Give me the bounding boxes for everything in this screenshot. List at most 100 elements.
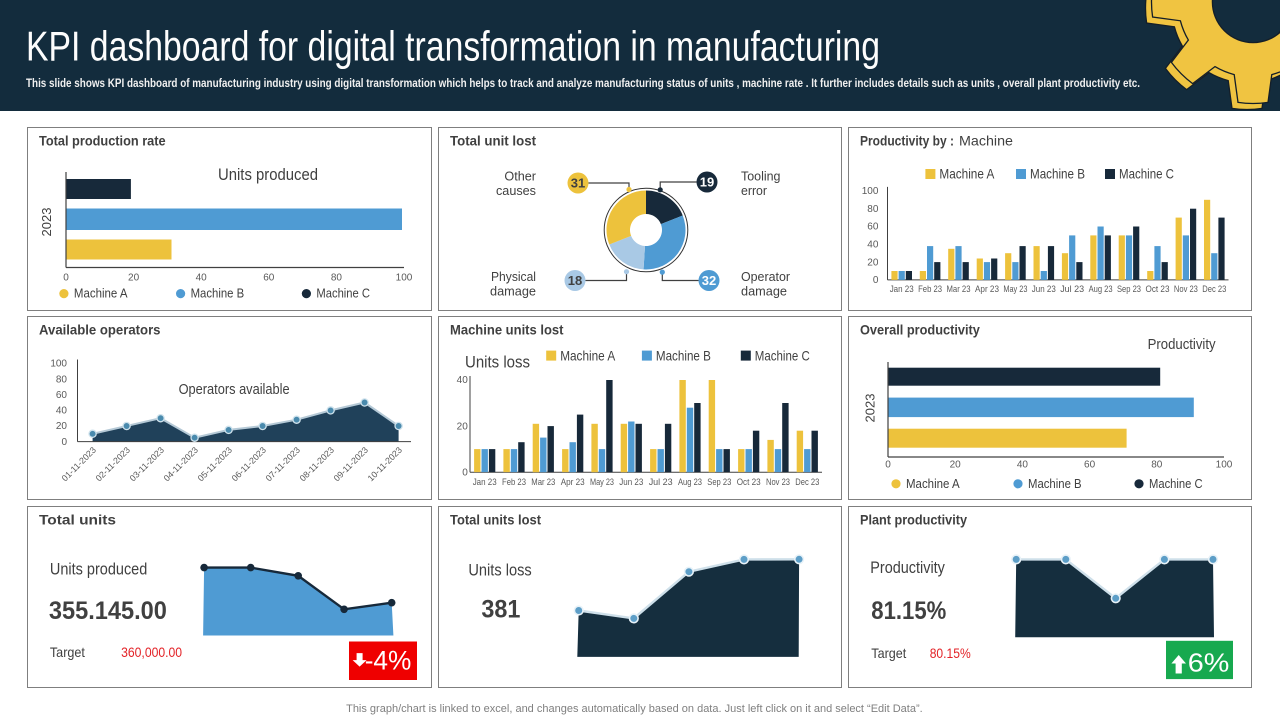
svg-text:Operator: Operator <box>741 269 791 284</box>
svg-text:31: 31 <box>571 176 585 191</box>
svg-text:Operators available: Operators available <box>179 381 290 398</box>
svg-text:360,000.00: 360,000.00 <box>121 644 182 660</box>
svg-text:Apr 23: Apr 23 <box>561 477 585 487</box>
svg-text:damage: damage <box>490 283 536 298</box>
svg-text:60: 60 <box>56 390 68 401</box>
svg-text:100: 100 <box>50 359 67 370</box>
svg-text:Total unit lost: Total unit lost <box>450 133 536 149</box>
svg-text:355.145.00: 355.145.00 <box>49 597 167 625</box>
svg-text:381: 381 <box>481 596 520 624</box>
svg-text:Machine A: Machine A <box>939 166 995 182</box>
svg-text:19: 19 <box>700 175 714 190</box>
svg-text:Machine C: Machine C <box>1149 476 1203 491</box>
svg-text:Apr 23: Apr 23 <box>975 284 999 294</box>
svg-text:Nov 23: Nov 23 <box>1174 284 1198 294</box>
svg-text:60: 60 <box>263 273 275 284</box>
svg-text:2023: 2023 <box>39 208 54 237</box>
svg-text:Target: Target <box>871 645 906 661</box>
svg-text:100: 100 <box>396 273 413 284</box>
svg-text:May 23: May 23 <box>1003 284 1027 294</box>
svg-text:80.15%: 80.15% <box>930 645 971 661</box>
svg-text:20: 20 <box>457 421 469 432</box>
svg-text:Machine C: Machine C <box>316 286 370 301</box>
svg-text:60: 60 <box>867 222 879 233</box>
svg-text:20: 20 <box>56 421 68 432</box>
svg-text:Total production rate: Total production rate <box>39 133 166 149</box>
svg-text:2023: 2023 <box>862 394 877 423</box>
svg-text:This graph/chart is linked to: This graph/chart is linked to excel, and… <box>346 703 923 715</box>
svg-text:Productivity by :: Productivity by : <box>860 133 954 149</box>
svg-text:Units loss: Units loss <box>468 562 531 580</box>
svg-text:Machine A: Machine A <box>74 286 128 301</box>
svg-text:40: 40 <box>457 375 469 386</box>
svg-text:Available operators: Available operators <box>39 322 161 338</box>
svg-text:Aug 23: Aug 23 <box>1089 284 1113 294</box>
svg-text:0: 0 <box>63 273 69 284</box>
svg-text:Jan 23: Jan 23 <box>890 284 914 294</box>
svg-text:causes: causes <box>496 183 536 198</box>
svg-text:40: 40 <box>196 273 208 284</box>
svg-text:20: 20 <box>128 273 140 284</box>
svg-text:Machine A: Machine A <box>560 347 616 363</box>
svg-text:Jun 23: Jun 23 <box>1032 284 1056 294</box>
svg-text:Machine C: Machine C <box>1119 166 1174 182</box>
svg-text:Dec 23: Dec 23 <box>795 477 819 487</box>
svg-text:Units produced: Units produced <box>218 166 318 184</box>
svg-text:Machine B: Machine B <box>656 347 711 363</box>
svg-text:20: 20 <box>867 257 879 268</box>
svg-text:40: 40 <box>56 406 68 417</box>
svg-text:Target: Target <box>50 644 85 660</box>
svg-text:40: 40 <box>867 240 879 251</box>
svg-text:May 23: May 23 <box>590 477 614 487</box>
svg-text:Jun 23: Jun 23 <box>619 477 643 487</box>
svg-text:80: 80 <box>56 374 68 385</box>
svg-text:0: 0 <box>61 437 67 448</box>
svg-text:Machine C: Machine C <box>755 347 810 363</box>
svg-text:Aug 23: Aug 23 <box>678 477 702 487</box>
svg-text:6%: 6% <box>1188 648 1230 678</box>
svg-text:Productivity: Productivity <box>1148 337 1217 353</box>
svg-text:Nov 23: Nov 23 <box>766 477 790 487</box>
svg-text:Dec 23: Dec 23 <box>1202 284 1226 294</box>
svg-text:Total units lost: Total units lost <box>450 512 541 528</box>
svg-text:Oct 23: Oct 23 <box>737 477 761 487</box>
svg-text:Machine units lost: Machine units lost <box>450 322 564 338</box>
svg-text:Machine: Machine <box>959 133 1013 149</box>
svg-text:Machine B: Machine B <box>1028 476 1082 491</box>
svg-text:Overall productivity: Overall productivity <box>860 322 980 338</box>
svg-text:18: 18 <box>568 273 582 288</box>
svg-text:Feb 23: Feb 23 <box>918 284 942 294</box>
svg-text:80: 80 <box>331 273 343 284</box>
svg-text:damage: damage <box>741 283 787 298</box>
svg-text:Jul 23: Jul 23 <box>1060 284 1084 294</box>
svg-text:KPI dashboard for digital tran: KPI dashboard for digital transformation… <box>26 23 880 70</box>
svg-text:0: 0 <box>873 275 879 286</box>
svg-text:Feb 23: Feb 23 <box>502 477 526 487</box>
svg-text:Jul 23: Jul 23 <box>649 477 673 487</box>
svg-text:60: 60 <box>1084 460 1096 471</box>
svg-text:Oct 23: Oct 23 <box>1146 284 1170 294</box>
svg-text:80: 80 <box>1151 460 1163 471</box>
svg-text:80: 80 <box>867 204 879 215</box>
svg-text:Other: Other <box>504 168 536 183</box>
svg-text:Productivity: Productivity <box>870 559 945 577</box>
svg-text:Jan 23: Jan 23 <box>473 477 497 487</box>
svg-text:Units produced: Units produced <box>50 561 147 579</box>
svg-text:100: 100 <box>1216 460 1233 471</box>
svg-text:Machine B: Machine B <box>1030 166 1085 182</box>
svg-text:100: 100 <box>862 186 879 197</box>
svg-text:Tooling: Tooling <box>741 168 781 183</box>
svg-text:Units loss: Units loss <box>465 354 530 372</box>
svg-text:81.15%: 81.15% <box>871 597 946 625</box>
svg-text:Physical: Physical <box>491 269 536 284</box>
svg-text:40: 40 <box>1017 460 1029 471</box>
svg-text:Machine B: Machine B <box>191 286 245 301</box>
svg-text:Mar 23: Mar 23 <box>531 477 555 487</box>
svg-text:0: 0 <box>462 467 468 478</box>
svg-text:Sep 23: Sep 23 <box>1117 284 1141 294</box>
svg-text:Total units: Total units <box>39 512 116 528</box>
svg-text:Plant productivity: Plant productivity <box>860 512 967 528</box>
svg-text:This slide shows KPI dashboard: This slide shows KPI dashboard of manufa… <box>26 76 1140 90</box>
svg-text:error: error <box>741 183 768 198</box>
svg-text:Machine A: Machine A <box>906 476 960 491</box>
